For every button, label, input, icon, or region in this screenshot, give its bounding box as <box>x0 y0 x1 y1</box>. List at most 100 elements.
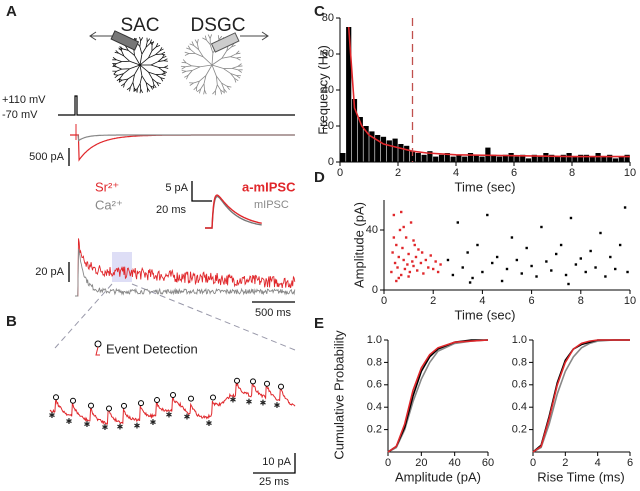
dendrite <box>200 64 213 68</box>
trace <box>49 382 296 426</box>
dendrite <box>230 53 237 58</box>
y-tick-label: 0.6 <box>367 379 382 391</box>
bar <box>572 156 578 162</box>
dendrite <box>191 41 195 46</box>
point <box>391 251 394 254</box>
dendrite <box>236 57 241 61</box>
dendrite <box>203 75 207 84</box>
dendrite <box>124 78 129 84</box>
dendrite <box>161 53 166 56</box>
point <box>559 243 563 247</box>
dendrite <box>186 75 189 80</box>
dendrite <box>124 45 129 51</box>
panel-label: A <box>6 3 17 20</box>
point <box>401 246 404 250</box>
panel-label: C <box>314 3 325 20</box>
dendrite <box>139 40 142 47</box>
point <box>468 281 472 284</box>
bar <box>444 153 450 162</box>
point <box>396 266 399 269</box>
dendrite <box>155 43 159 48</box>
dendrite <box>123 68 130 75</box>
dendrite <box>221 56 231 59</box>
bar <box>607 154 613 162</box>
dendrite <box>155 45 161 48</box>
event-peak <box>53 394 59 401</box>
event-peak <box>170 392 176 399</box>
bar <box>543 153 549 162</box>
dendrite <box>121 50 125 57</box>
dendrite <box>230 73 235 79</box>
point <box>397 276 400 280</box>
point <box>406 263 409 266</box>
y-tick-label: 40 <box>366 224 378 236</box>
point <box>609 255 612 259</box>
trace <box>75 238 296 297</box>
point <box>395 243 398 247</box>
dendrite <box>184 74 189 78</box>
point <box>419 261 423 265</box>
dendrite <box>232 68 239 71</box>
x-tick-label: 6 <box>529 295 535 307</box>
event-peak <box>138 400 144 407</box>
point <box>510 236 514 239</box>
y-tick-label: 1.0 <box>367 334 382 346</box>
dendrite <box>139 46 143 55</box>
event-onset: ✱ <box>117 422 124 431</box>
point <box>404 236 408 239</box>
y-tick-label: 0.8 <box>367 356 382 368</box>
bar <box>583 154 590 162</box>
y-tick-label: 0.2 <box>512 424 527 436</box>
point <box>412 264 415 268</box>
dendrite <box>157 57 163 62</box>
dendrite <box>129 87 131 92</box>
x-tick-label: 8 <box>569 167 575 179</box>
dendrite <box>235 50 240 55</box>
dendrite <box>162 70 166 75</box>
dendrite <box>192 66 201 71</box>
dendrite <box>139 75 143 84</box>
dendrite <box>148 71 157 75</box>
data-line <box>532 339 630 453</box>
point <box>407 275 410 278</box>
dendrite <box>195 86 198 92</box>
dendrite <box>164 67 169 69</box>
dendrite <box>134 55 141 66</box>
dendrite <box>186 70 193 72</box>
bar <box>537 156 543 162</box>
point <box>491 261 494 265</box>
event-peak <box>88 402 94 409</box>
dendrite <box>184 53 190 56</box>
dendrite <box>204 35 207 41</box>
dendrite <box>220 89 223 95</box>
point <box>466 251 469 254</box>
bar <box>549 154 555 162</box>
event-peak <box>106 405 112 412</box>
y-axis-label: Amplitude (pA) <box>351 202 366 288</box>
x-tick-label: 4 <box>479 295 485 307</box>
dendrite <box>160 77 165 80</box>
cell-label: SAC <box>120 15 159 36</box>
legend-label: mIPSC <box>254 199 289 211</box>
trace <box>75 248 296 297</box>
y-tick-label: 0.6 <box>512 379 527 391</box>
panel-label: B <box>6 313 17 330</box>
dendrite <box>139 64 149 73</box>
trace <box>77 134 295 142</box>
dendrite <box>148 54 156 59</box>
event-onset: ✱ <box>246 397 253 406</box>
point <box>397 255 400 259</box>
bar <box>479 156 485 162</box>
dendrite <box>128 50 135 56</box>
point <box>403 267 407 271</box>
bar <box>369 131 375 162</box>
dendrite <box>164 65 169 68</box>
event-onset: ✱ <box>166 410 173 419</box>
dendrite <box>205 64 213 76</box>
voltage-label: -70 mV <box>2 109 38 121</box>
dendrite <box>161 73 166 76</box>
x-tick-label: 2 <box>562 457 568 469</box>
point <box>408 270 412 274</box>
point <box>594 266 597 269</box>
dendrite <box>223 68 231 74</box>
